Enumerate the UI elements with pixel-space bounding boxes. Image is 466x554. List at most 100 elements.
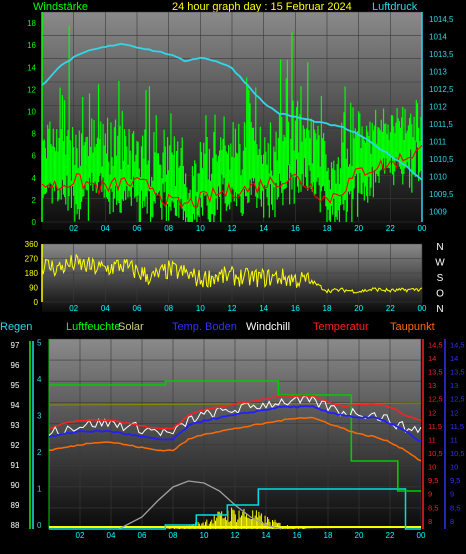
x-tick-label: 12 — [228, 304, 237, 313]
pressure-line — [41, 42, 423, 181]
legend-luftfeuchte: Luftfeuchte — [66, 321, 120, 333]
soil-temp-tick-label: 13 — [450, 381, 458, 390]
direction-tick-label: 360 — [25, 240, 39, 249]
legend-windchill: Windchill — [246, 321, 290, 333]
solar-curve-line — [118, 480, 282, 530]
pressure-tick-label: 1012,5 — [429, 85, 454, 94]
x-tick-label: 18 — [323, 304, 332, 313]
temperature-tick-label: 12 — [428, 408, 436, 417]
soil-temp-tick-label: 12,5 — [450, 395, 465, 404]
regen-tick-label: 3 — [37, 412, 42, 421]
temperature-tick-label: 11 — [428, 435, 436, 444]
wind-direction-line — [41, 253, 423, 294]
x-tick-label: 12 — [231, 531, 240, 540]
regen-tick-label: 5 — [37, 339, 42, 348]
legend-regen: Regen — [0, 321, 32, 333]
x-tick-label: 04 — [107, 531, 116, 540]
soil-temp-tick-label: 8 — [450, 517, 454, 526]
temperature-tick-label: 13,5 — [428, 368, 443, 377]
temperature-tick-label: 10,5 — [428, 449, 443, 458]
compass-label: N — [436, 304, 443, 315]
wind-tick-label: 8 — [32, 130, 37, 139]
wind-average-line — [41, 145, 423, 209]
temperature-tick-label: 11,5 — [428, 422, 442, 431]
direction-tick-label: 0 — [34, 298, 39, 307]
regen-tick-label: 2 — [37, 448, 42, 457]
pressure-tick-label: 1010,5 — [429, 155, 454, 164]
x-tick-label: 20 — [354, 224, 363, 233]
soil-temp-tick-label: 11 — [450, 435, 458, 444]
temperature-tick-label: 8,5 — [428, 503, 438, 512]
soil-temp-tick-label: 14 — [450, 354, 458, 363]
soil-temp-tick-label: 10,5 — [450, 449, 465, 458]
pressure-tick-label: 1014 — [429, 33, 447, 42]
soil-temp-tick-label: 9 — [450, 490, 454, 499]
x-tick-label: 06 — [138, 531, 147, 540]
compass-label: S — [437, 273, 444, 284]
x-tick-label: 02 — [69, 224, 78, 233]
x-tick-label: 06 — [133, 224, 142, 233]
humidity-tick-label: 88 — [11, 521, 20, 530]
soil-temp-tick-label: 9,5 — [450, 476, 460, 485]
x-tick-label: 06 — [133, 304, 142, 313]
humidity-tick-label: 95 — [11, 381, 20, 390]
soil-temp-tick-label: 10 — [450, 463, 458, 472]
temperature-tick-label: 8 — [428, 517, 432, 526]
x-tick-label: 08 — [164, 304, 173, 313]
x-tick-label: 10 — [196, 304, 205, 313]
humidity-tick-label: 94 — [11, 401, 20, 410]
regen-tick-label: 4 — [37, 375, 42, 384]
x-tick-label: 10 — [196, 224, 205, 233]
humidity-tick-label: 92 — [11, 441, 20, 450]
wind-tick-label: 2 — [32, 196, 37, 205]
temperature-tick-label: 13 — [428, 381, 436, 390]
regen-tick-label: 0 — [37, 521, 42, 530]
x-tick-label: 10 — [200, 531, 209, 540]
x-tick-label: 04 — [101, 224, 110, 233]
x-tick-label: 22 — [386, 224, 395, 233]
x-tick-label: 20 — [354, 304, 363, 313]
dewpoint-line — [48, 416, 422, 462]
wind-tick-label: 14 — [27, 63, 36, 72]
x-tick-label: 14 — [259, 224, 268, 233]
x-tick-label: 18 — [324, 531, 333, 540]
compass-label: N — [436, 242, 443, 253]
pressure-tick-label: 1013 — [429, 68, 447, 77]
pressure-tick-label: 1011 — [429, 138, 447, 147]
x-tick-label: 08 — [169, 531, 178, 540]
direction-tick-label: 90 — [29, 284, 38, 293]
compass-label: O — [436, 289, 444, 300]
humidity-line — [49, 380, 421, 492]
temperature-line — [48, 394, 422, 430]
legend-temp-boden: Temp. Boden — [172, 321, 237, 333]
temperature-tick-label: 9 — [428, 490, 432, 499]
x-tick-label: 04 — [101, 304, 110, 313]
x-tick-label: 22 — [386, 531, 395, 540]
pressure-tick-label: 1011,5 — [429, 120, 453, 129]
pressure-axis-title: Luftdruck — [372, 1, 418, 13]
soil-temp-tick-label: 12 — [450, 408, 458, 417]
wind-tick-label: 4 — [32, 174, 37, 183]
wind-tick-label: 12 — [27, 85, 36, 94]
temperature-tick-label: 14 — [428, 354, 436, 363]
wind-tick-label: 6 — [32, 152, 37, 161]
temperature-tick-label: 10 — [428, 463, 436, 472]
humidity-tick-label: 97 — [11, 341, 20, 350]
legend-temperatur: Temperatur — [313, 321, 369, 333]
soil-temp-tick-label: 11,5 — [450, 422, 464, 431]
x-tick-label: 00 — [417, 531, 426, 540]
x-tick-label: 02 — [76, 531, 85, 540]
x-tick-label: 14 — [262, 531, 271, 540]
pressure-tick-label: 1009,5 — [429, 190, 454, 199]
x-tick-label: 14 — [259, 304, 268, 313]
soil-temp-tick-label: 13,5 — [450, 368, 465, 377]
temperature-humidity-chart: 02 04 06 08 10 12 14 16 18 20 22 000123458889909192… — [11, 339, 465, 541]
x-tick-label: 20 — [355, 531, 364, 540]
x-tick-label: 00 — [418, 304, 427, 313]
soil-temp-tick-label: 8,5 — [450, 503, 460, 512]
temperature-tick-label: 14,5 — [428, 340, 443, 349]
soil-temp-tick-label: 14,5 — [450, 340, 465, 349]
humidity-tick-label: 96 — [11, 361, 20, 370]
